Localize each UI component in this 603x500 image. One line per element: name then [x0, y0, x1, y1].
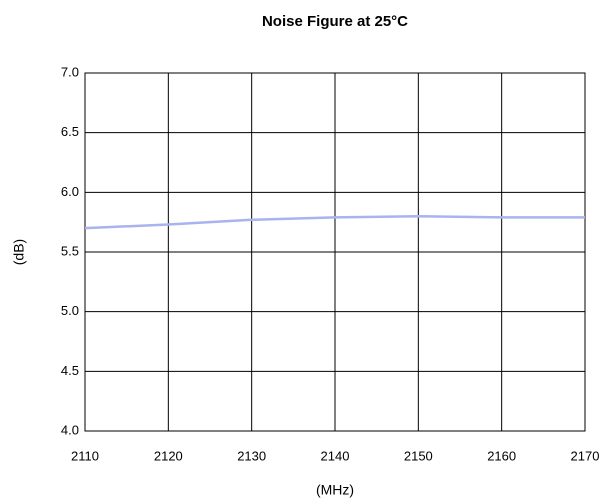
- y-tick-label: 6.0: [61, 184, 79, 199]
- x-tick-label: 2170: [571, 448, 600, 463]
- data-line: [84, 214, 585, 230]
- y-tick-label: 4.0: [61, 422, 79, 437]
- x-tick-label: 2110: [71, 448, 99, 463]
- chart-title: Noise Figure at 25°C: [262, 13, 408, 30]
- x-tick-label: 2140: [321, 448, 350, 463]
- y-axis-label: (dB): [11, 239, 27, 265]
- x-axis-label: (MHz): [316, 482, 354, 498]
- x-tick-label: 2120: [154, 448, 183, 463]
- y-tick-label: 6.5: [61, 124, 79, 139]
- x-tick-label: 2150: [404, 448, 433, 463]
- y-tick-label: 4.5: [61, 363, 79, 378]
- y-tick-label: 5.5: [61, 243, 79, 258]
- y-tick-label: 7.0: [61, 64, 79, 79]
- y-tick-label: 5.0: [61, 303, 79, 318]
- x-tick-label: 2130: [237, 448, 266, 463]
- x-tick-label: 2160: [487, 448, 516, 463]
